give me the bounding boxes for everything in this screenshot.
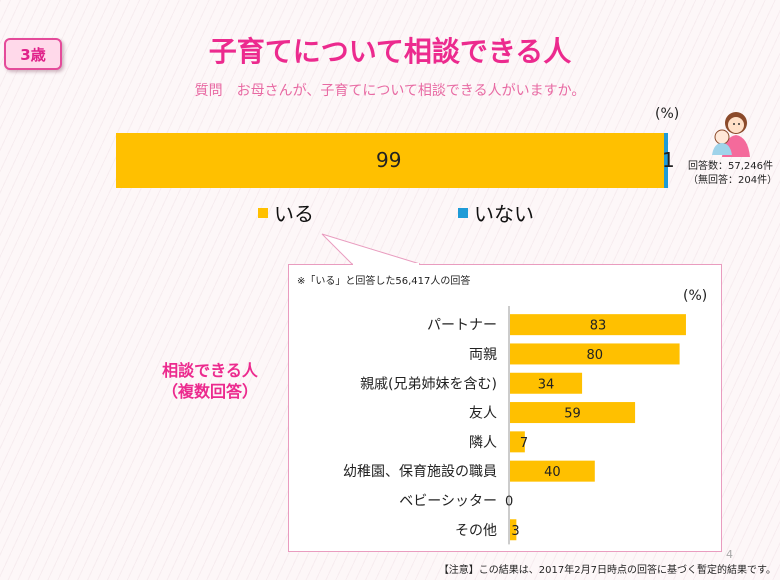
category-label: ベビーシッター bbox=[399, 493, 497, 509]
legend-yes-swatch bbox=[258, 207, 268, 218]
legend-yes: いる bbox=[258, 198, 314, 227]
side-label: 相談できる人 （複数回答） bbox=[155, 360, 265, 402]
bar bbox=[510, 372, 583, 394]
legend-no-swatch bbox=[458, 207, 468, 218]
no-value-label: 1 bbox=[662, 148, 675, 172]
category-label: 幼稚園、保育施設の職員 bbox=[343, 464, 497, 480]
bar bbox=[510, 402, 636, 424]
category-label: 友人 bbox=[469, 406, 497, 422]
detail-panel bbox=[288, 264, 722, 552]
category-label: 隣人 bbox=[469, 435, 497, 451]
yes-no-stacked-bar bbox=[116, 133, 668, 188]
percent-unit-top: (%) bbox=[655, 106, 680, 122]
no-bar-segment bbox=[664, 133, 668, 188]
category-label: その他 bbox=[455, 523, 497, 539]
percent-unit-bottom: (%) bbox=[683, 288, 708, 304]
category-label: パートナー bbox=[427, 318, 497, 334]
bar-value-label: 59 bbox=[564, 407, 581, 422]
category-label: 両親 bbox=[469, 347, 497, 363]
yes-value-label: 99 bbox=[376, 148, 402, 172]
age-badge: 3歳 bbox=[4, 38, 62, 70]
legend-yes-label: いる bbox=[274, 202, 314, 226]
mother-and-baby-icon bbox=[712, 112, 750, 157]
question-subtitle: 質問 お母さんが、子育てについて相談できる人がいますか。 bbox=[194, 83, 586, 99]
bar-value-label: 3 bbox=[511, 524, 519, 539]
bar-value-label: 34 bbox=[538, 377, 555, 392]
bar bbox=[510, 519, 517, 541]
page-title: 子育てについて相談できる人 bbox=[208, 35, 572, 68]
bar-value-label: 83 bbox=[590, 319, 607, 334]
bar bbox=[510, 431, 525, 453]
legend-no: いない bbox=[458, 198, 534, 227]
bar-value-label: 80 bbox=[587, 348, 604, 363]
side-label-sub: （複数回答） bbox=[161, 382, 258, 401]
bar bbox=[510, 460, 595, 482]
bar-value-label: 7 bbox=[520, 436, 528, 451]
category-label: 親戚(兄弟姉妹を含む) bbox=[360, 376, 497, 392]
bar-value-label: 0 bbox=[505, 494, 513, 509]
respondent-count-line: 回答数：57,246件 bbox=[688, 161, 773, 172]
respondent-count: 回答数：57,246件 （無回答：204件） bbox=[688, 160, 777, 188]
panel-note: ※「いる」と回答した56,417人の回答 bbox=[297, 276, 471, 287]
side-label-main: 相談できる人 bbox=[162, 361, 258, 380]
footnote: 【注意】この結果は、2017年2月7日時点の回答に基づく暫定的結果です。 bbox=[438, 565, 776, 576]
no-answer-count-line: （無回答：204件） bbox=[688, 175, 778, 186]
page-number: 4 bbox=[726, 548, 733, 561]
bar bbox=[510, 314, 686, 336]
bar-value-label: 40 bbox=[544, 465, 561, 480]
bar bbox=[510, 343, 680, 365]
legend-no-label: いない bbox=[474, 202, 534, 226]
